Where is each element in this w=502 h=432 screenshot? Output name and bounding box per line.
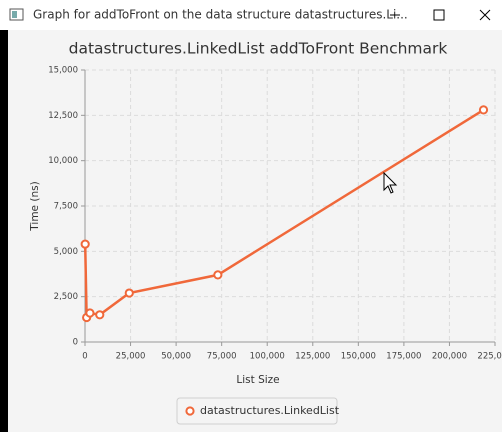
y-tick-label: 7,500 xyxy=(54,202,78,212)
legend-marker xyxy=(185,406,195,416)
x-tick-label: 100,000 xyxy=(250,352,285,362)
legend-label: datastructures.LinkedList xyxy=(200,404,340,417)
app-icon xyxy=(9,8,24,21)
app-icon-inner xyxy=(12,11,17,18)
y-axis-label: Time (ns) xyxy=(29,181,41,231)
x-tick-label: 0 xyxy=(82,352,87,362)
cursor xyxy=(383,171,398,194)
y-tick-label: 0 xyxy=(73,338,78,348)
x-tick-label: 200,000 xyxy=(432,352,467,362)
legend xyxy=(176,397,338,425)
point xyxy=(124,288,134,298)
y-tick-label: 10,000 xyxy=(48,156,78,166)
x-tick-label: 150,000 xyxy=(341,352,376,362)
y-tick-label: 2,500 xyxy=(54,292,78,302)
x-tick-label: 75,000 xyxy=(207,352,237,362)
window-title: Graph for addToFront on the data structu… xyxy=(33,8,408,22)
maximize-button[interactable] xyxy=(433,9,445,21)
x-tick-label: 125,000 xyxy=(295,352,330,362)
y-tick-label: 12,500 xyxy=(48,111,78,121)
x-tick-label: 25,000 xyxy=(116,352,146,362)
title-bar xyxy=(0,0,502,30)
x-tick-label: 175,000 xyxy=(386,352,421,362)
chart-background xyxy=(0,30,502,432)
chart-title: datastructures.LinkedList addToFront Ben… xyxy=(69,40,448,58)
left-edge xyxy=(0,30,8,432)
x-tick-label: 50,000 xyxy=(161,352,191,362)
point xyxy=(213,270,223,280)
x-axis-label: List Size xyxy=(236,374,279,386)
y-tick-label: 5,000 xyxy=(54,247,78,257)
x-tick-label: 225,000 xyxy=(477,352,502,362)
y-tick-label: 15,000 xyxy=(48,66,78,76)
point xyxy=(85,308,95,318)
close-button[interactable] xyxy=(479,9,491,21)
point xyxy=(95,310,105,320)
point xyxy=(80,239,90,249)
point xyxy=(478,105,489,115)
